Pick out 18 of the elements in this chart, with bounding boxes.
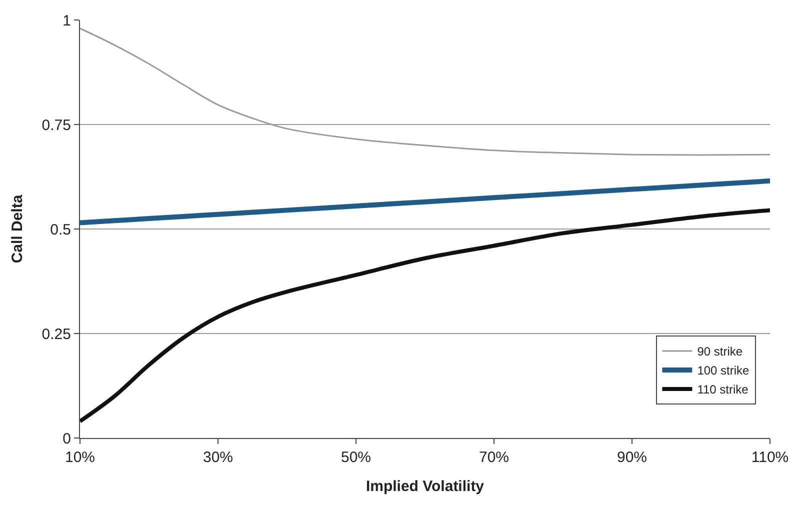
y-tick-label: 0.75 <box>42 116 71 134</box>
legend-label: 100 strike <box>697 364 750 378</box>
legend-label: 90 strike <box>697 344 743 359</box>
y-tick-label: 0 <box>62 430 71 448</box>
x-tick-label: 70% <box>478 449 510 466</box>
legend-label: 110 strike <box>697 382 749 397</box>
x-tick-label: 110% <box>751 449 789 466</box>
x-axis-title: Implied Volatility <box>366 478 485 495</box>
x-tick-label: 90% <box>616 449 648 466</box>
y-axis-title: Call Delta <box>9 194 26 264</box>
x-tick-label: 10% <box>64 449 96 466</box>
y-tick-label: 0.5 <box>50 221 71 238</box>
line-series <box>80 208 770 424</box>
y-tick-label: 0.25 <box>42 326 71 343</box>
line-series <box>80 28 770 156</box>
x-tick-label: 30% <box>202 449 234 466</box>
x-tick-label: 50% <box>340 449 372 466</box>
y-tick-label: 1 <box>62 12 71 30</box>
